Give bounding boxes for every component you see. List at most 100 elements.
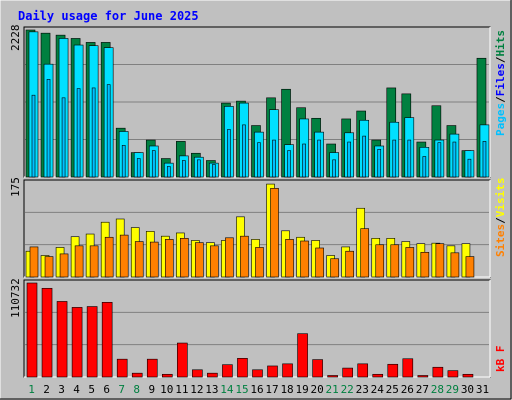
x-axis-label: 28 <box>431 383 444 396</box>
pages-bar <box>362 135 367 178</box>
pages-bar <box>437 142 442 178</box>
x-axis-label: 3 <box>58 383 65 396</box>
x-axis-label: 2 <box>43 383 50 396</box>
x-axis-label: 26 <box>401 383 414 396</box>
legend-pages: Pages <box>494 103 507 136</box>
pages-bar <box>482 141 487 178</box>
legend-sep-1: / <box>494 96 507 103</box>
pages-bar <box>422 156 427 178</box>
pages-bar <box>61 97 66 178</box>
kbytes-bar <box>116 358 128 378</box>
x-axis-label: 27 <box>416 383 429 396</box>
sites-bar <box>225 237 234 278</box>
kbytes-bar <box>447 370 459 378</box>
pages-bar <box>272 139 276 178</box>
pages-bar <box>197 159 201 178</box>
x-axis-label: 16 <box>250 383 263 396</box>
sites-bar <box>149 241 159 278</box>
x-axis-label: 18 <box>280 383 293 396</box>
x-axis-label: 21 <box>326 383 339 396</box>
kbytes-bar <box>357 363 369 378</box>
kbytes-bar <box>56 301 68 378</box>
x-axis-labels: 1 2 3 4 5 6 7 8 9 10 11 12 13 14 15 16 17 18 19 20 21 22 23 24 2… <box>28 383 489 396</box>
pages-bar <box>227 129 231 178</box>
pages-bar <box>212 164 216 178</box>
kbytes-bar <box>207 372 218 378</box>
x-axis-label: 13 <box>205 383 218 396</box>
sites-bar <box>89 245 99 278</box>
pages-bar <box>287 150 291 178</box>
kbytes-bar <box>417 375 429 378</box>
sites-bar <box>164 239 174 278</box>
x-axis-label: 12 <box>190 383 203 396</box>
pages-bar <box>347 141 351 178</box>
sites-bar <box>465 256 475 278</box>
sites-bar <box>390 244 400 278</box>
legend-sep-3: / <box>494 217 507 224</box>
sites-bar <box>435 243 445 278</box>
sites-bar <box>44 256 54 278</box>
x-axis-label: 20 <box>311 383 324 396</box>
x-axis-label: 25 <box>386 383 399 396</box>
x-axis-label: 24 <box>371 383 385 396</box>
kbytes-ymax-label: 110732 <box>9 278 22 318</box>
pages-bar <box>452 141 457 178</box>
kbytes-bar <box>26 282 38 378</box>
x-axis-label: 10 <box>160 383 173 396</box>
kbytes-bar <box>101 301 113 378</box>
bars-layer <box>25 29 490 378</box>
kbytes-bar <box>342 367 353 378</box>
x-axis-label: 9 <box>148 383 155 396</box>
sites-bar <box>405 247 415 278</box>
pages-bar <box>76 88 81 178</box>
kbytes-bar <box>71 307 83 378</box>
x-axis-label: 14 <box>220 383 234 396</box>
pages-bar <box>302 143 306 178</box>
kbytes-bar <box>192 369 203 378</box>
pages-bar <box>242 124 246 178</box>
kbytes-bar <box>387 363 399 378</box>
visits-ymax-label: 175 <box>9 177 22 197</box>
pages-bar <box>182 160 186 178</box>
pages-bar <box>317 139 321 178</box>
kbytes-bar <box>327 375 338 378</box>
pages-bar <box>136 158 141 178</box>
pages-bar <box>332 159 336 178</box>
legend-visits: Visits <box>494 178 507 218</box>
legend-pages-files-hits: Pages/Files/Hits <box>494 30 507 136</box>
sites-bar <box>119 234 129 278</box>
sites-bar <box>240 235 249 278</box>
x-axis-label: 11 <box>175 383 188 396</box>
x-axis-label: 29 <box>446 383 459 396</box>
x-axis-label: 7 <box>118 383 125 396</box>
legend-sep-2: / <box>494 56 507 63</box>
kbytes-bar <box>282 363 293 378</box>
sites-bar <box>300 240 309 278</box>
pages-bar <box>166 166 171 178</box>
sites-bar <box>104 236 114 278</box>
x-axis-label: 8 <box>133 383 140 396</box>
x-axis-label: 15 <box>235 383 248 396</box>
x-axis-label: 19 <box>295 383 308 396</box>
kbytes-bar <box>372 373 384 378</box>
kbytes-bar <box>267 365 278 378</box>
sites-bar <box>375 244 385 278</box>
x-axis-label: 31 <box>476 383 489 396</box>
pages-bar <box>407 139 412 178</box>
legend-hits: Hits <box>494 30 507 57</box>
sites-bar <box>210 245 219 278</box>
pages-bar <box>91 87 96 178</box>
sites-bar <box>134 241 144 278</box>
legend-sites-visits: Sites/Visits <box>494 178 507 258</box>
sites-bar <box>270 188 279 278</box>
kbytes-bar <box>131 372 143 378</box>
kbytes-bar <box>252 369 263 378</box>
sites-bar <box>74 245 84 278</box>
kbytes-bar <box>462 373 474 378</box>
sites-bar <box>195 242 204 278</box>
kbytes-bar <box>402 358 414 378</box>
pages-bar <box>257 142 261 178</box>
kbytes-bar <box>177 342 188 378</box>
sites-bar <box>450 252 460 278</box>
